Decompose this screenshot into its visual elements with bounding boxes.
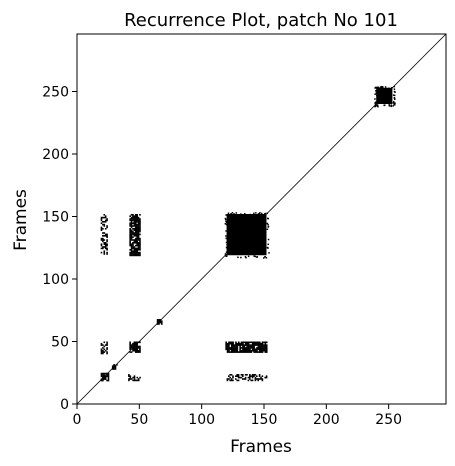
recurrence-region <box>156 319 163 325</box>
x-axis-ticks: 0 50 100 150 200 250 <box>73 404 402 428</box>
recurrence-region <box>100 372 110 382</box>
y-tick-label: 50 <box>51 335 69 351</box>
recurrence-region <box>224 212 270 259</box>
x-tick-label: 150 <box>251 412 278 428</box>
recurrence-region <box>111 364 118 370</box>
y-tick-label: 200 <box>42 147 69 163</box>
recurrence-region <box>100 214 108 255</box>
y-axis-label: Frames <box>11 189 31 251</box>
y-tick-label: 250 <box>42 85 69 101</box>
plot-frame <box>76 33 447 405</box>
x-tick-label: 50 <box>130 412 148 428</box>
y-tick-label: 100 <box>42 272 69 288</box>
recurrence-region <box>129 214 141 257</box>
recurrence-region <box>129 341 141 353</box>
y-axis-ticks: 0 50 100 150 200 250 <box>42 85 77 413</box>
recurrence-region <box>225 341 268 353</box>
plot-area <box>76 33 447 405</box>
x-tick-label: 100 <box>188 412 215 428</box>
x-tick-label: 250 <box>375 412 402 428</box>
recurrence-region <box>226 374 268 382</box>
x-axis-label: Frames <box>230 437 292 457</box>
x-tick-label: 200 <box>313 412 340 428</box>
recurrence-region <box>128 374 141 382</box>
y-tick-label: 0 <box>60 397 69 413</box>
y-tick-label: 150 <box>42 210 69 226</box>
diagonal-line <box>76 33 447 405</box>
x-tick-label: 0 <box>73 412 82 428</box>
recurrence-region <box>100 341 108 355</box>
chart-title: Recurrence Plot, patch No 101 <box>124 10 398 31</box>
